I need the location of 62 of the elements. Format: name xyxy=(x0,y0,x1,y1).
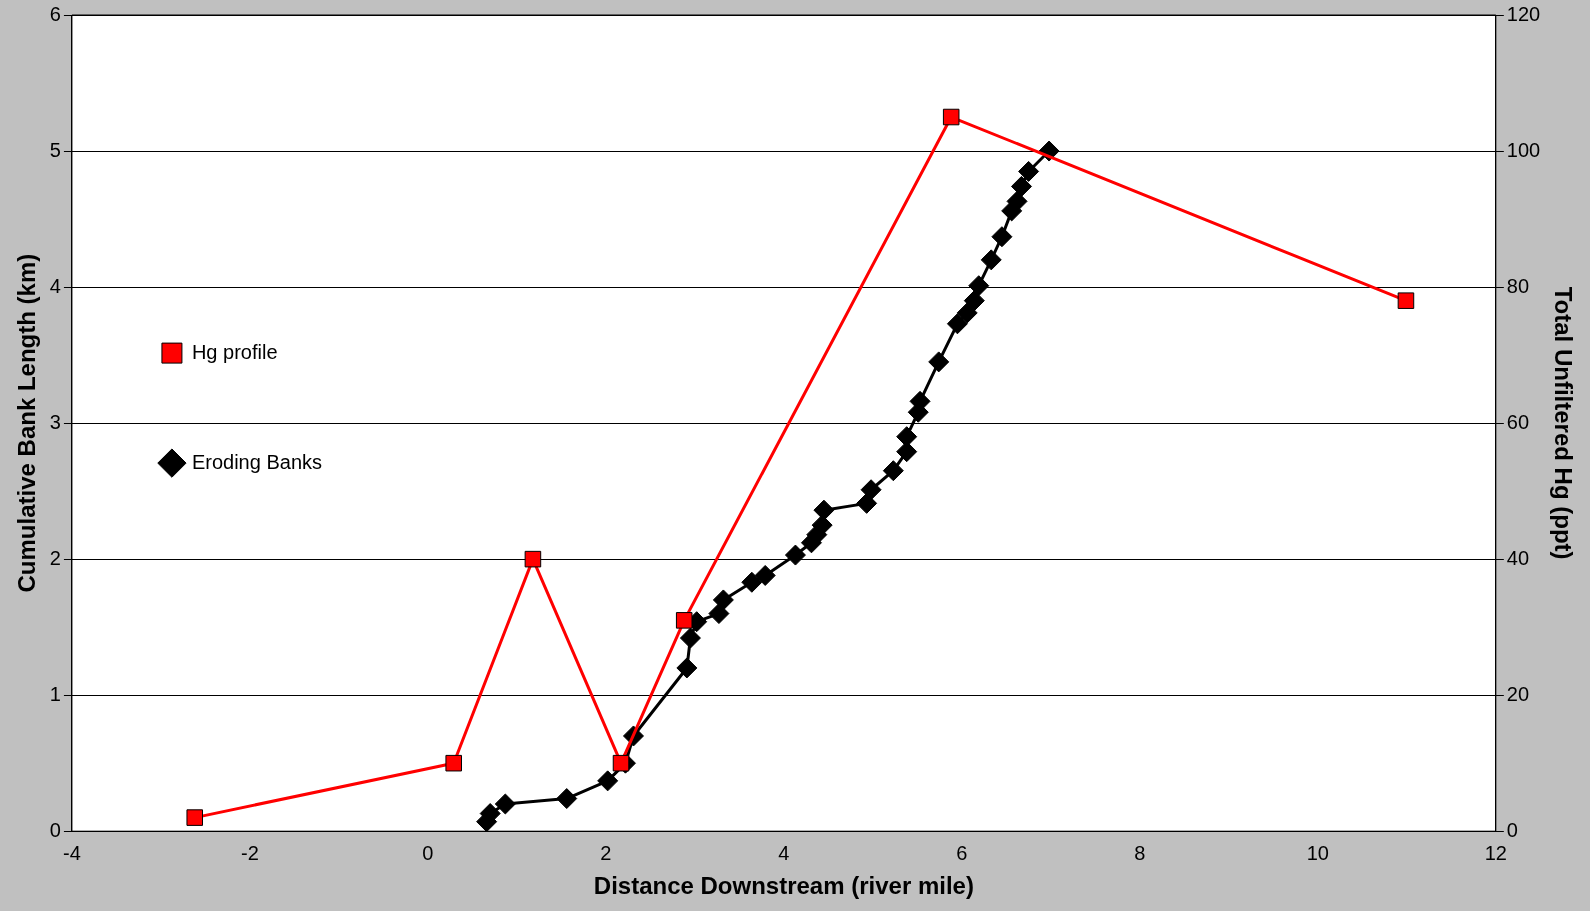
x-tick-label: 0 xyxy=(422,841,434,864)
point xyxy=(679,627,701,649)
point xyxy=(708,603,730,625)
point xyxy=(524,550,542,568)
x-tick-label: 8 xyxy=(1134,841,1146,864)
point xyxy=(856,492,878,514)
point xyxy=(754,564,776,586)
y2-tick-label: 100 xyxy=(1506,138,1541,161)
x-tick-label: 2 xyxy=(600,841,612,864)
point xyxy=(494,793,516,815)
x-tick-label: 6 xyxy=(956,841,968,864)
x-tick-label: -4 xyxy=(63,841,81,864)
point xyxy=(675,612,693,629)
point xyxy=(741,571,763,593)
point xyxy=(597,770,619,792)
point xyxy=(813,499,835,521)
point xyxy=(1010,175,1032,197)
point xyxy=(186,809,204,826)
point xyxy=(712,589,734,611)
point xyxy=(860,479,882,501)
x-tick-label: 10 xyxy=(1306,841,1329,864)
point xyxy=(445,754,462,772)
point xyxy=(896,426,918,448)
point xyxy=(1006,190,1028,212)
x-tick-label: 4 xyxy=(778,841,790,864)
point xyxy=(963,290,985,312)
point xyxy=(1397,292,1415,309)
y2-tick-label: 40 xyxy=(1506,546,1530,569)
y2-tick-label: 20 xyxy=(1506,682,1530,705)
y-tick-label: 6 xyxy=(49,2,61,25)
point xyxy=(556,788,578,810)
x-tick-label: -2 xyxy=(241,841,259,864)
x-tick-label: 12 xyxy=(1484,841,1507,864)
point xyxy=(942,108,960,126)
point xyxy=(896,441,918,463)
legend-label: Eroding Banks xyxy=(191,450,322,473)
point xyxy=(980,249,1002,271)
y2-axis-title: Total Unfiltered Hg (ppt) xyxy=(1549,286,1577,560)
y-axis-title: Cumulative Bank Length (km) xyxy=(13,253,41,593)
point xyxy=(1018,160,1040,182)
y-tick-label: 1 xyxy=(49,682,61,705)
point xyxy=(882,460,904,482)
y2-tick-label: 0 xyxy=(1506,818,1518,841)
point xyxy=(784,544,806,566)
point xyxy=(928,351,950,373)
y-tick-label: 2 xyxy=(49,546,61,569)
x-axis-title: Distance Downstream (river mile) xyxy=(593,872,974,900)
point xyxy=(811,514,833,536)
y-tick-label: 3 xyxy=(49,410,61,433)
point xyxy=(968,275,990,297)
y2-tick-label: 80 xyxy=(1506,274,1530,297)
point xyxy=(991,226,1013,248)
y-tick-label: 0 xyxy=(49,818,61,841)
point xyxy=(956,302,978,324)
y-tick-label: 4 xyxy=(49,274,61,297)
y2-tick-label: 120 xyxy=(1506,2,1541,25)
y2-tick-label: 60 xyxy=(1506,410,1530,433)
point xyxy=(676,657,698,679)
y-tick-label: 5 xyxy=(49,138,61,161)
point xyxy=(612,754,630,772)
point xyxy=(946,313,968,335)
legend-label: Hg profile xyxy=(191,340,278,363)
